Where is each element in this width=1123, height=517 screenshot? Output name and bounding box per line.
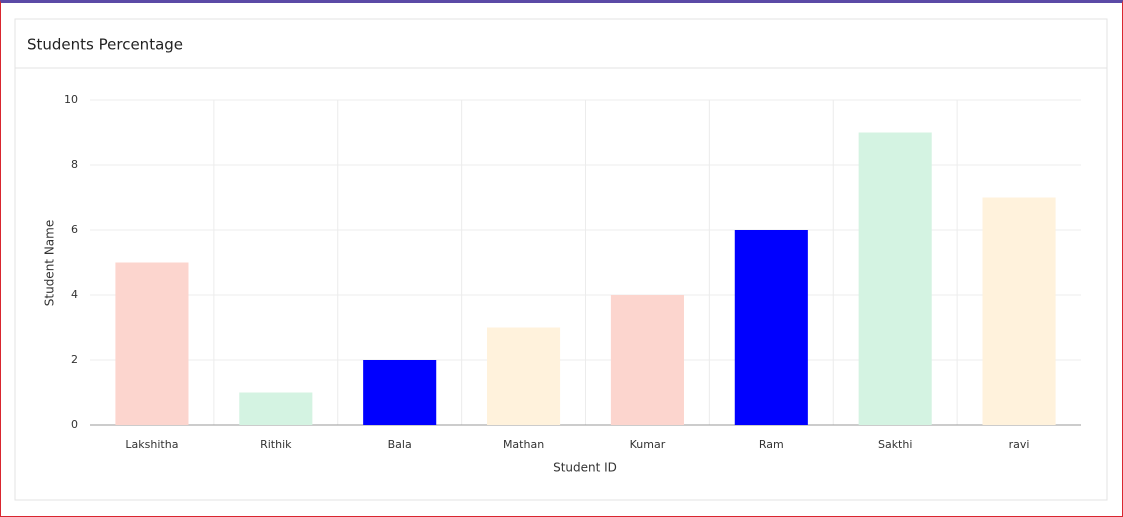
bar [858, 132, 932, 425]
x-tick-label: Lakshitha [125, 438, 178, 451]
y-axis-label: Student Name [43, 220, 57, 306]
bar [487, 327, 561, 425]
x-tick-label: ravi [1009, 438, 1030, 451]
card [14, 18, 1108, 501]
bar [239, 392, 313, 425]
bar [734, 230, 808, 425]
y-tick-label: 2 [71, 353, 78, 366]
chart-title: Students Percentage [27, 36, 183, 54]
bar [982, 197, 1056, 425]
x-axis-label: Student ID [553, 461, 617, 475]
y-tick-label: 6 [71, 223, 78, 236]
y-tick-label: 8 [71, 158, 78, 171]
chart: Students Percentage Student ID Student N… [14, 18, 1108, 501]
y-tick-label: 0 [71, 418, 78, 431]
x-tick-label: Bala [388, 438, 412, 451]
x-tick-label: Kumar [630, 438, 666, 451]
x-tick-label: Mathan [503, 438, 544, 451]
x-tick-label: Sakthi [878, 438, 912, 451]
x-tick-label: Ram [759, 438, 784, 451]
y-tick-label: 10 [64, 93, 78, 106]
x-tick-label: Rithik [260, 438, 292, 451]
bar [363, 360, 437, 425]
bar [115, 262, 189, 425]
bar [610, 295, 684, 425]
y-tick-label: 4 [71, 288, 78, 301]
